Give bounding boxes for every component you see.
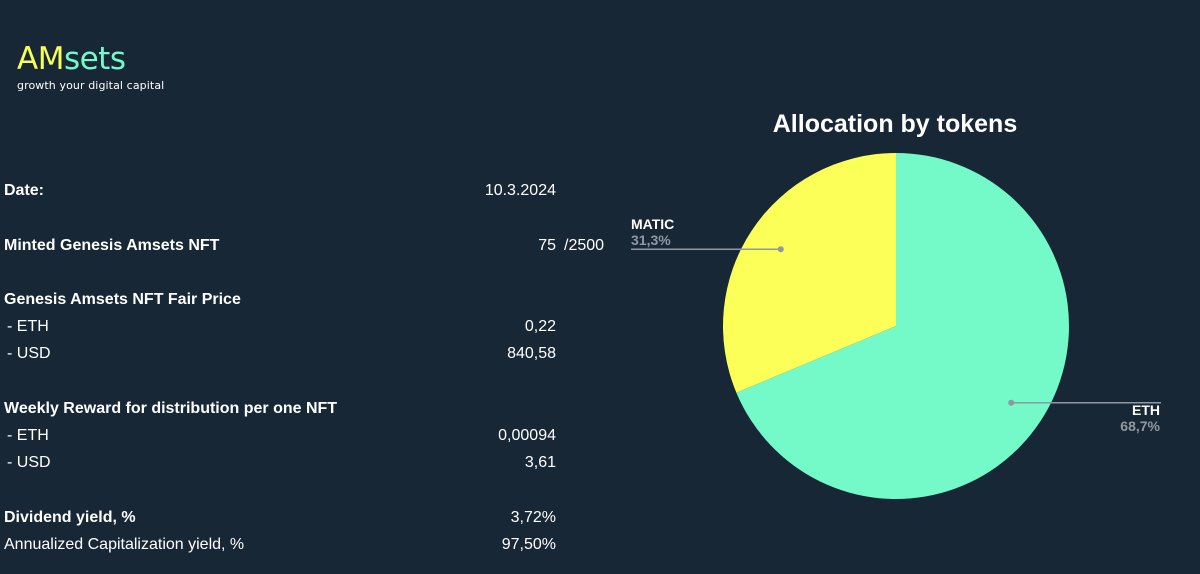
- date-value: 10.3.2024: [484, 182, 556, 199]
- fair-price-heading: Genesis Amsets NFT Fair Price: [4, 291, 241, 308]
- brand-wordmark-am: AM: [17, 41, 64, 77]
- date-row: Date: 10.3.2024: [4, 180, 556, 202]
- pie-label-matic-percent: 31,3%: [631, 232, 671, 248]
- pie-slice-matic: [723, 153, 896, 393]
- date-label: Date:: [4, 182, 45, 199]
- dividend-row: Dividend yield, % 3,72%: [4, 507, 556, 529]
- fair-price-heading-row: Genesis Amsets NFT Fair Price: [4, 289, 556, 311]
- minted-value: 75: [538, 237, 556, 254]
- annual-value: 97,50%: [501, 536, 556, 553]
- reward-heading-row: Weekly Reward for distribution per one N…: [4, 398, 556, 420]
- pie-label-matic-name: MATIC: [631, 216, 675, 232]
- fair-eth-row: - ETH 0,22: [4, 316, 556, 338]
- brand-tagline: growth your digital capital: [17, 79, 165, 92]
- brand-wordmark-sets: sets: [63, 41, 126, 77]
- dividend-value: 3,72%: [510, 509, 556, 526]
- brand-wordmark: AMsets: [17, 42, 164, 76]
- pie-label-matic: MATIC 31,3%: [631, 216, 674, 248]
- fair-eth-label: - ETH: [7, 318, 49, 335]
- fair-eth-value: 0,22: [524, 318, 556, 335]
- minted-total: /2500: [564, 237, 605, 254]
- brand-logo: AMsets growth your digital capital: [17, 42, 164, 92]
- reward-eth-label: - ETH: [7, 427, 49, 444]
- minted-row: Minted Genesis Amsets NFT 75: [4, 235, 556, 257]
- reward-usd-row: - USD 3,61: [4, 452, 556, 474]
- fair-usd-value: 840,58: [507, 345, 556, 362]
- minted-label: Minted Genesis Amsets NFT: [4, 237, 220, 254]
- annual-label: Annualized Capitalization yield, %: [4, 536, 245, 553]
- fair-usd-label: - USD: [7, 345, 51, 362]
- fair-usd-row: - USD 840,58: [4, 343, 556, 365]
- pie-leader-dot-eth: [1008, 399, 1015, 406]
- pie-leader-dot-matic: [777, 246, 784, 253]
- dividend-label: Dividend yield, %: [4, 509, 136, 526]
- reward-eth-value: 0,00094: [498, 427, 556, 444]
- reward-eth-row: - ETH 0,00094: [4, 425, 556, 447]
- pie-label-eth-name: ETH: [1132, 402, 1160, 418]
- reward-heading: Weekly Reward for distribution per one N…: [4, 400, 338, 417]
- pie-label-eth-percent: 68,7%: [1120, 418, 1160, 434]
- pie-slice-eth: [736, 153, 1070, 500]
- reward-usd-label: - USD: [7, 454, 51, 471]
- chart-title: Allocation by tokens: [772, 110, 1018, 138]
- annual-row: Annualized Capitalization yield, % 97,50…: [4, 534, 556, 556]
- reward-usd-value: 3,61: [524, 454, 556, 471]
- pie-label-eth: ETH 68,7%: [1080, 402, 1160, 434]
